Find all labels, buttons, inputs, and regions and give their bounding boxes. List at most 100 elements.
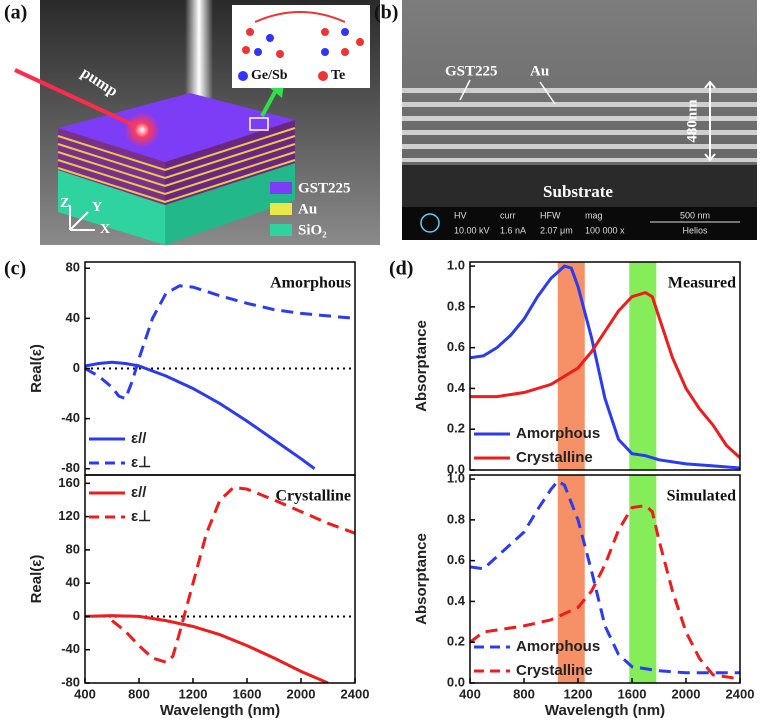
x-tick-label: 2400 [341, 686, 370, 701]
scale-label: 500 nm [680, 210, 710, 220]
legend-label: ε⊥ [131, 508, 151, 525]
x-tick-label: 800 [513, 686, 535, 701]
x-tick-label: 1600 [233, 686, 262, 701]
x-tick-label: 2000 [672, 686, 701, 701]
annotation: Simulated [667, 488, 736, 505]
inset-label: Ge/Sb [251, 68, 288, 83]
thickness-arrow [704, 80, 716, 162]
y-tick-label: 0.6 [447, 339, 465, 354]
layer-swatch [270, 203, 292, 215]
info-value: 100 000 x [585, 225, 625, 235]
y-tick-label: -80 [61, 460, 80, 475]
y-axis-label: Real(ε) [28, 555, 45, 604]
thickness-label: 480nm [684, 99, 700, 143]
y-tick-label: 1.0 [447, 258, 465, 273]
legend-dot [318, 71, 328, 81]
info-value: 1.6 nA [500, 225, 526, 235]
y-axis-label: Real(ε) [28, 344, 45, 393]
series-line [85, 360, 316, 470]
panel-a: pump Ge/Sb Te GST225 Au SiO₂ Z Y X (a) [4, 0, 380, 245]
highlight-band [557, 475, 585, 683]
y-tick-label: 0.8 [447, 298, 465, 313]
y-tick-label: 0.2 [447, 634, 465, 649]
y-tick-label: 160 [58, 475, 80, 490]
inset-label: Te [331, 68, 345, 83]
axis-name: X [100, 222, 110, 237]
y-tick-label: -40 [61, 641, 80, 656]
y-tick-label: 0 [73, 360, 80, 375]
series-line [111, 485, 355, 664]
x-tick-label: 1200 [564, 686, 593, 701]
layer-label: Au [298, 201, 317, 217]
layer-label: GST225 [298, 180, 351, 196]
pump-beam [14, 68, 141, 130]
info-value: 10.00 kV [454, 225, 490, 235]
legend-label: Crystalline [516, 449, 593, 466]
substrate-side [165, 163, 295, 245]
x-tick-label: 800 [128, 686, 150, 701]
plot-frame [469, 474, 741, 684]
series-line [470, 479, 740, 675]
panel-label: (c) [4, 258, 26, 280]
layer-swatch [270, 224, 292, 236]
substrate-region [402, 165, 757, 207]
legend-label: ε// [131, 430, 147, 447]
layer-label: Au [530, 63, 549, 79]
info-text: HV curr HFW mag 10.00 kV 1.6 nA 2.07 μm … [454, 210, 710, 235]
plot-frame [469, 261, 741, 471]
info-header: mag [585, 210, 603, 220]
x-tick-label: 400 [74, 686, 96, 701]
x-tick-label: 2400 [726, 686, 755, 701]
panel-label: (b) [374, 2, 398, 24]
panel-label: (a) [4, 2, 27, 24]
series-line [85, 614, 329, 683]
x-tick-label: 2000 [287, 686, 316, 701]
x-axis-label: Wavelength (nm) [545, 702, 665, 719]
layer-swatch [270, 182, 292, 194]
legend-label: Amorphous [516, 425, 600, 442]
annotation: Amorphous [270, 275, 351, 292]
inset-arrow [254, 11, 346, 23]
y-tick-label: 120 [58, 508, 80, 523]
series-line [470, 264, 740, 470]
y-tick-label: 80 [66, 541, 80, 556]
y-tick-label: 0.0 [447, 674, 465, 689]
axis-name: Y [92, 200, 102, 215]
y-tick-label: 0.4 [447, 380, 466, 395]
series-line [470, 290, 740, 459]
y-axis-label: Absorptance [413, 533, 430, 625]
y-tick-label: 0.4 [447, 593, 466, 608]
annotation: Measured [668, 275, 736, 292]
info-value: 2.07 μm [540, 225, 573, 235]
zoom-arrow [260, 91, 277, 117]
top-face [58, 93, 295, 162]
brand: Helios [682, 225, 708, 235]
x-axis-label: Wavelength (nm) [160, 702, 280, 719]
x-tick-label: 1600 [618, 686, 647, 701]
x-tick-label: 400 [459, 686, 481, 701]
inset [232, 5, 370, 88]
y-axis-label: Absorptance [413, 320, 430, 412]
pointer [539, 81, 556, 105]
y-tick-label: 0 [73, 608, 80, 623]
info-bar [402, 207, 757, 240]
logo [420, 213, 440, 233]
series-line [85, 284, 355, 401]
pointer [459, 79, 471, 101]
lattices [242, 28, 364, 58]
y-tick-label: 40 [66, 310, 80, 325]
y-tick-label: 0.2 [447, 421, 465, 436]
layer-stack [57, 120, 296, 205]
legend-label: ε// [131, 484, 147, 501]
legend-label: Amorphous [516, 638, 600, 655]
panel-b: GST225 Au 480nm Substrate HV curr HFW ma… [374, 0, 757, 240]
pump-spot [124, 112, 160, 148]
x-tick-label: 1200 [179, 686, 208, 701]
substrate-front [58, 170, 165, 245]
y-tick-label: 0.6 [447, 552, 465, 567]
info-header: HV [454, 210, 467, 220]
axes-icon [69, 205, 95, 231]
series-line [470, 504, 740, 681]
axis-name: Z [60, 196, 69, 211]
